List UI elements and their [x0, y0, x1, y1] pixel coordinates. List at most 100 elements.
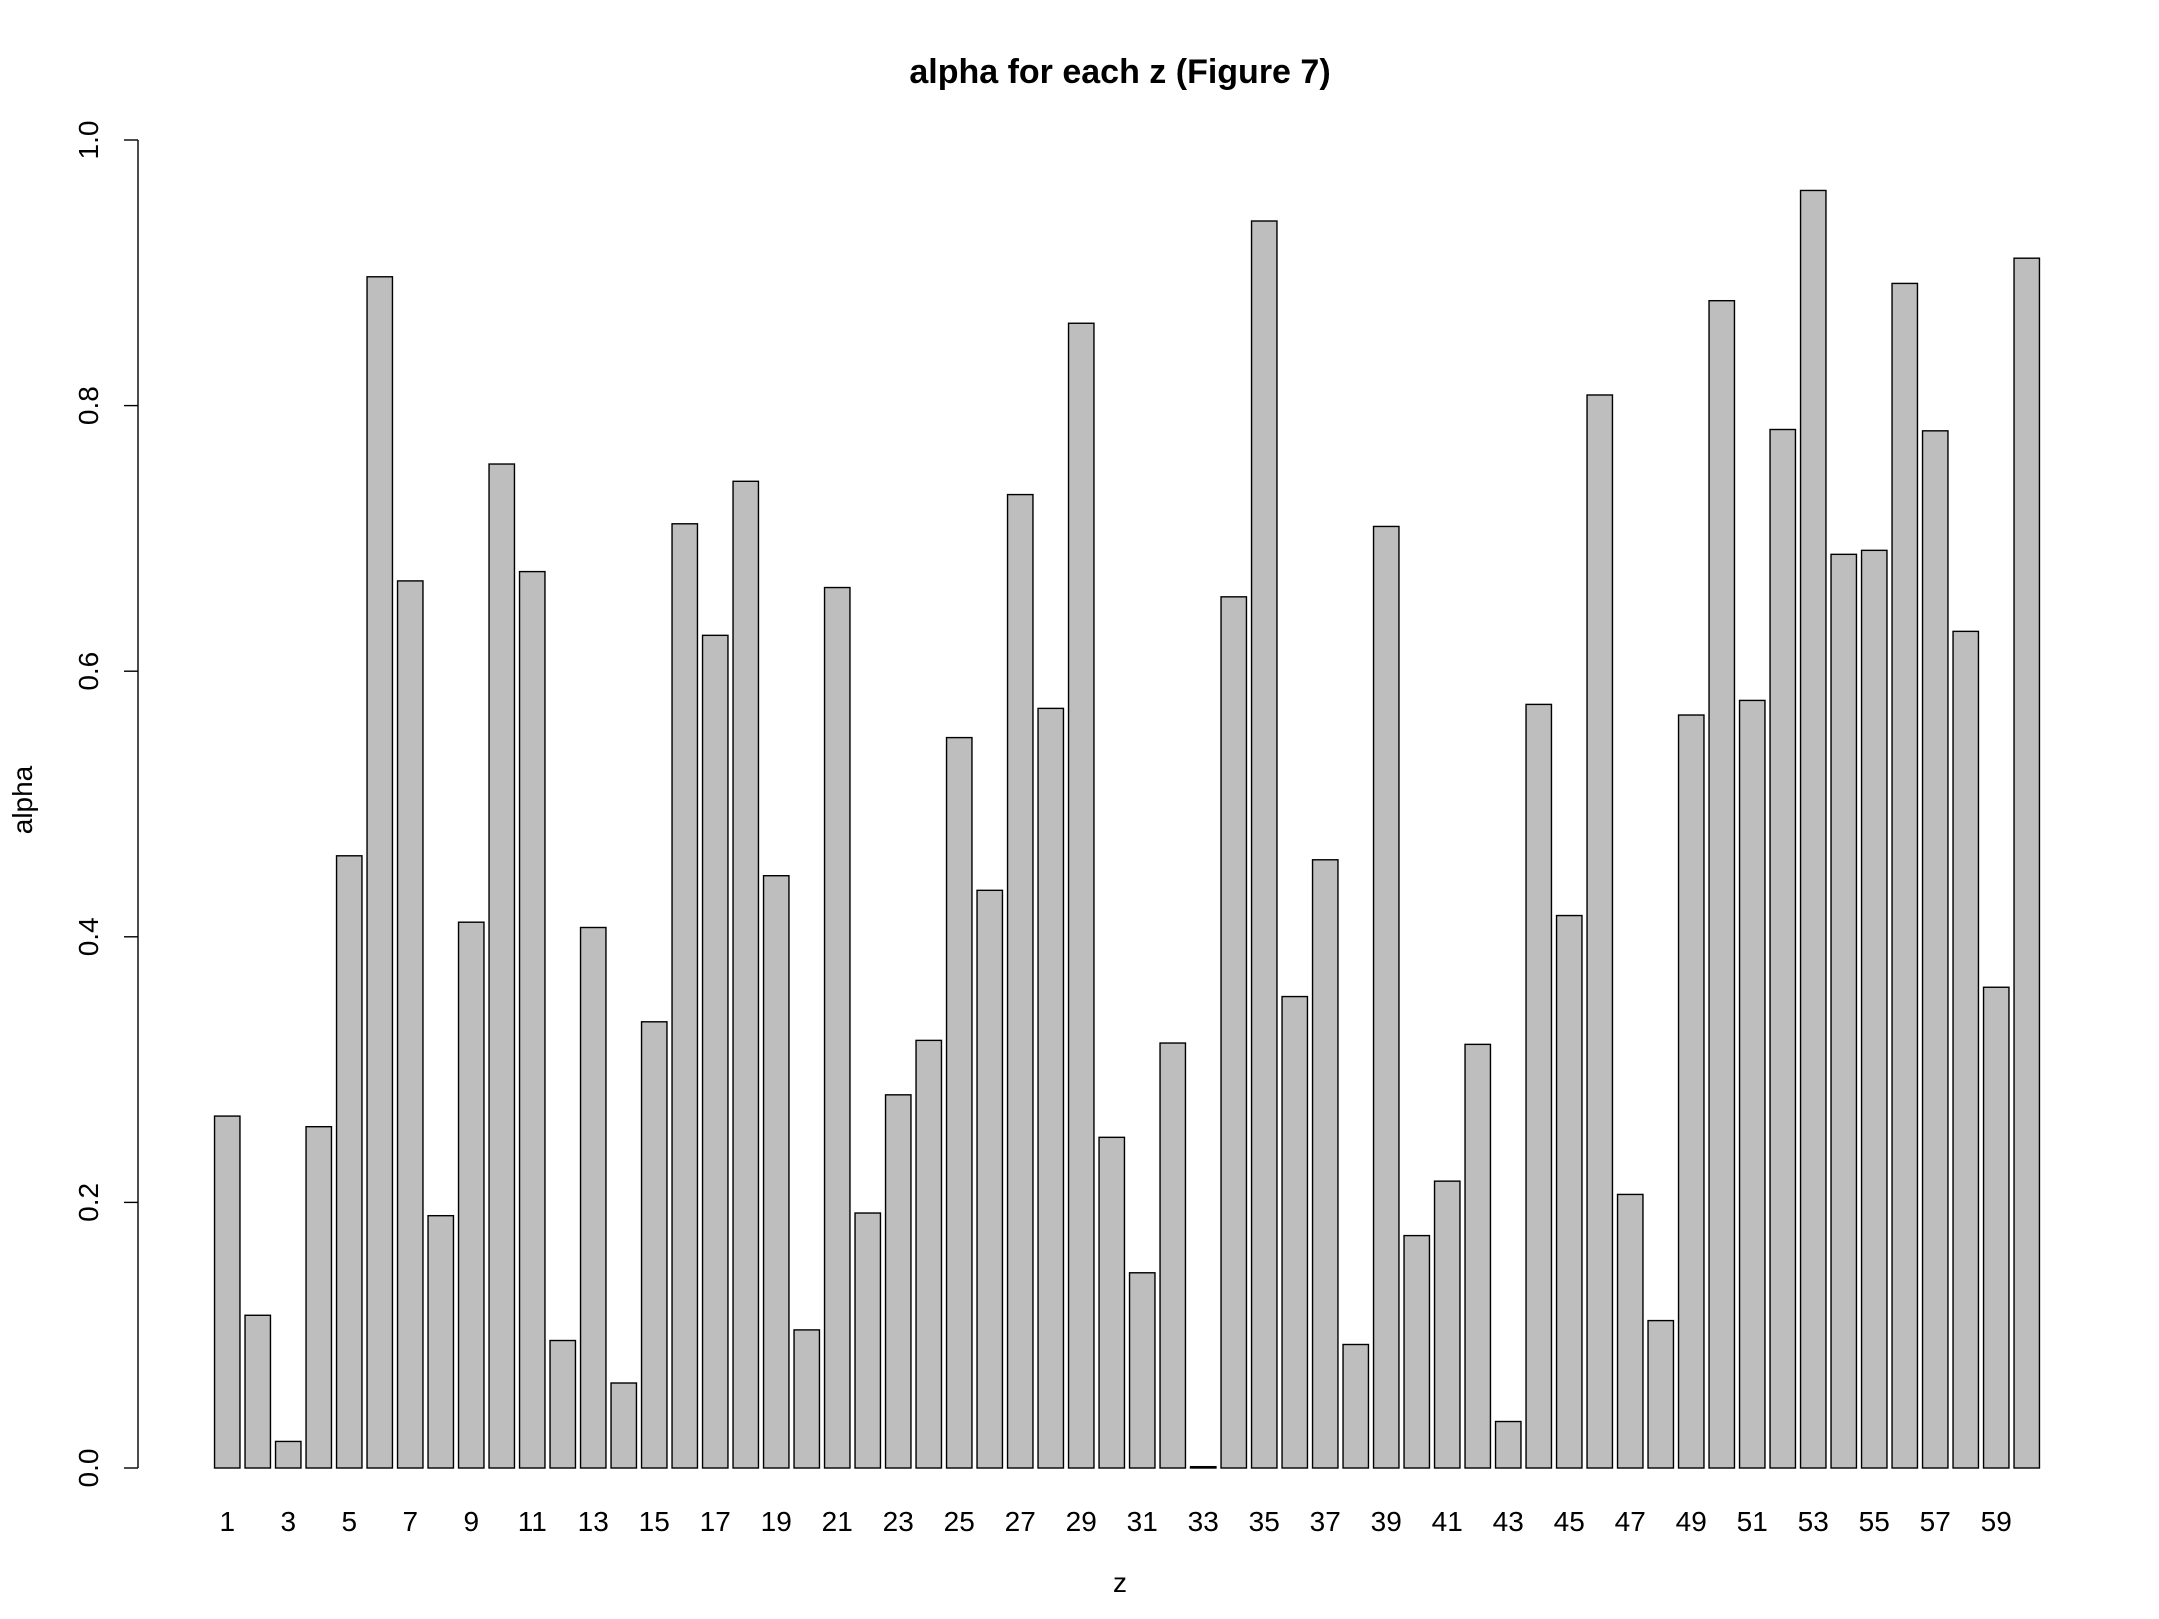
- bar-z-50: [1708, 299, 1736, 1469]
- bar-z-60: [2013, 257, 2041, 1469]
- x-tick-label: 31: [1127, 1506, 1158, 1537]
- bar-z-38: [1342, 1343, 1370, 1469]
- bar-z-22: [854, 1212, 882, 1469]
- x-tick-label: 19: [761, 1506, 792, 1537]
- bar-z-17: [701, 634, 729, 1469]
- bar-z-10: [488, 463, 516, 1469]
- x-tick-label: 37: [1310, 1506, 1341, 1537]
- y-tick-label: 0.8: [73, 386, 104, 425]
- x-tick-label: 45: [1554, 1506, 1585, 1537]
- bar-z-15: [640, 1021, 668, 1469]
- bar-z-32: [1159, 1042, 1187, 1469]
- bar-z-48: [1647, 1319, 1675, 1469]
- bar-z-54: [1830, 553, 1858, 1469]
- bar-z-5: [335, 855, 363, 1469]
- bar-z-19: [762, 875, 790, 1469]
- x-tick-label: 39: [1371, 1506, 1402, 1537]
- bar-z-28: [1037, 707, 1065, 1469]
- bar-z-16: [671, 523, 699, 1469]
- bar-z-58: [1952, 630, 1980, 1469]
- y-tick-label: 0.4: [73, 917, 104, 956]
- x-tick-label: 35: [1249, 1506, 1280, 1537]
- bar-z-57: [1921, 430, 1949, 1469]
- bar-z-24: [915, 1039, 943, 1469]
- x-tick-label: 21: [822, 1506, 853, 1537]
- x-tick-label: 57: [1920, 1506, 1951, 1537]
- bar-z-34: [1220, 596, 1248, 1469]
- x-tick-label: 41: [1432, 1506, 1463, 1537]
- bar-z-40: [1403, 1234, 1431, 1469]
- bar-z-39: [1372, 525, 1400, 1469]
- bar-z-55: [1860, 549, 1888, 1469]
- bar-z-25: [945, 736, 973, 1469]
- bars-group: [213, 189, 2041, 1469]
- bar-z-52: [1769, 428, 1797, 1469]
- x-tick-label: 47: [1615, 1506, 1646, 1537]
- x-tick-label: 3: [280, 1506, 296, 1537]
- x-tick-label: 7: [402, 1506, 418, 1537]
- chart-title: alpha for each z (Figure 7): [909, 53, 1330, 91]
- bar-z-13: [579, 926, 607, 1469]
- x-tick-label: 49: [1676, 1506, 1707, 1537]
- y-tick-label: 0.0: [73, 1449, 104, 1488]
- y-axis-label: alpha: [7, 765, 38, 834]
- bar-z-36: [1281, 995, 1309, 1469]
- bar-z-12: [549, 1339, 577, 1469]
- bar-z-53: [1799, 189, 1827, 1469]
- x-tick-label: 23: [883, 1506, 914, 1537]
- bar-z-43: [1494, 1420, 1522, 1469]
- x-tick-label: 9: [463, 1506, 479, 1537]
- bar-z-9: [457, 921, 485, 1469]
- y-tick-label: 1.0: [73, 121, 104, 160]
- bar-z-31: [1128, 1272, 1156, 1469]
- x-tick-label: 13: [578, 1506, 609, 1537]
- bar-z-20: [793, 1329, 821, 1469]
- bar-z-27: [1006, 493, 1034, 1469]
- bar-z-59: [1982, 986, 2010, 1469]
- bar-z-21: [823, 586, 851, 1469]
- bar-z-4: [305, 1125, 333, 1469]
- x-tick-label: 27: [1005, 1506, 1036, 1537]
- bar-z-6: [366, 276, 394, 1469]
- bar-z-33: [1189, 1465, 1217, 1469]
- y-axis: 0.0 0.2 0.4 0.6 0.8 1.0: [73, 121, 139, 1488]
- bar-z-30: [1098, 1136, 1126, 1469]
- bar-z-29: [1067, 322, 1095, 1469]
- bar-z-44: [1525, 703, 1553, 1469]
- bar-z-3: [274, 1440, 302, 1469]
- x-tick-label: 15: [639, 1506, 670, 1537]
- bar-z-42: [1464, 1043, 1492, 1469]
- bar-z-35: [1250, 220, 1278, 1469]
- bar-z-8: [427, 1214, 455, 1469]
- bar-z-23: [884, 1094, 912, 1469]
- x-tick-label: 5: [341, 1506, 357, 1537]
- x-tick-label: 33: [1188, 1506, 1219, 1537]
- y-tick-label: 0.2: [73, 1183, 104, 1222]
- bar-z-41: [1433, 1180, 1461, 1469]
- bar-z-2: [244, 1314, 272, 1469]
- x-tick-label: 17: [700, 1506, 731, 1537]
- bar-z-26: [976, 889, 1004, 1469]
- bar-z-46: [1586, 394, 1614, 1469]
- bar-z-51: [1738, 699, 1766, 1469]
- x-tick-labels: 1 3 5 7 9 11 13 15 17 19 21 23 25 27 29 31 33 35 37 39 41 43 4…: [219, 1506, 2011, 1537]
- bar-z-18: [732, 480, 760, 1469]
- x-tick-label: 43: [1493, 1506, 1524, 1537]
- x-tick-label: 29: [1066, 1506, 1097, 1537]
- bar-z-45: [1555, 914, 1583, 1469]
- x-tick-label: 1: [219, 1506, 235, 1537]
- x-tick-label: 59: [1981, 1506, 2012, 1537]
- y-tick-label: 0.6: [73, 652, 104, 691]
- x-tick-label: 11: [518, 1506, 547, 1537]
- bar-z-11: [518, 570, 546, 1469]
- x-axis-label: z: [1113, 1567, 1127, 1598]
- x-tick-label: 55: [1859, 1506, 1890, 1537]
- x-tick-label: 53: [1798, 1506, 1829, 1537]
- bar-z-14: [610, 1382, 638, 1469]
- bar-z-56: [1891, 282, 1919, 1469]
- bar-z-49: [1677, 714, 1705, 1469]
- x-tick-label: 51: [1737, 1506, 1768, 1537]
- bar-z-37: [1311, 859, 1339, 1469]
- bar-z-7: [396, 580, 424, 1469]
